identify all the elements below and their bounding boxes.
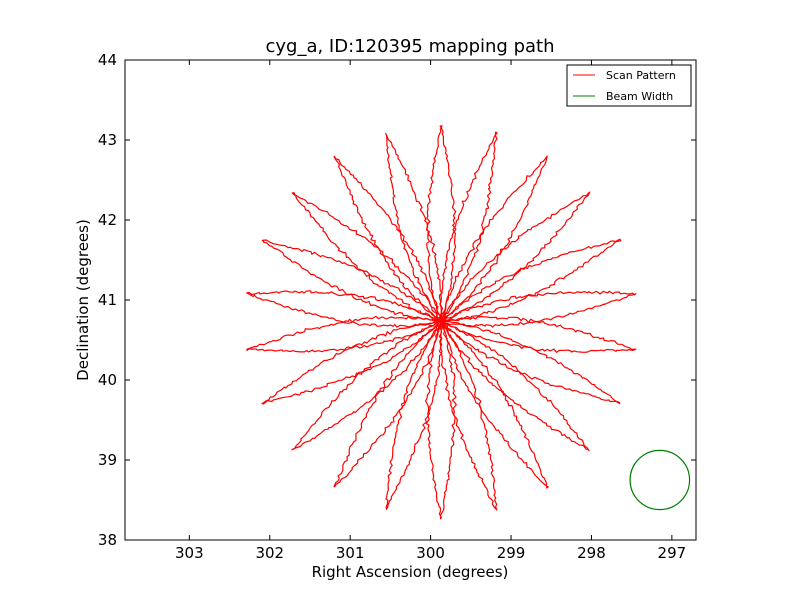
y-tick-label: 39 xyxy=(98,451,117,469)
y-tick-label: 41 xyxy=(98,291,117,309)
y-axis: 38 39 40 41 42 43 44 xyxy=(98,51,696,549)
y-axis-label: Declination (degrees) xyxy=(74,219,92,381)
scan-petal xyxy=(261,239,442,324)
plot-area xyxy=(246,125,691,520)
x-tick-label: 298 xyxy=(577,544,606,562)
x-tick-label: 299 xyxy=(497,544,526,562)
scan-petal xyxy=(441,316,637,353)
scan-petal xyxy=(246,290,442,328)
scan-pattern-series xyxy=(246,125,637,520)
scan-petal xyxy=(439,191,591,323)
y-tick-label: 42 xyxy=(98,211,117,229)
scan-petal xyxy=(291,321,442,451)
scan-petal xyxy=(291,192,442,322)
x-tick-label: 302 xyxy=(255,544,284,562)
scan-petal xyxy=(440,290,637,328)
scan-petal xyxy=(425,320,457,520)
scan-petal xyxy=(440,320,621,405)
scan-petal xyxy=(441,155,548,322)
scan-petal xyxy=(333,320,443,488)
beam-width-circle xyxy=(629,449,691,511)
chart-title: cyg_a, ID:120395 mapping path xyxy=(265,36,554,57)
x-tick-label: 303 xyxy=(175,544,204,562)
y-tick-label: 43 xyxy=(98,131,117,149)
x-axis-label: Right Ascension (degrees) xyxy=(312,563,509,581)
scan-petal xyxy=(440,238,622,323)
legend-entry-scan-pattern: Scan Pattern xyxy=(606,69,676,82)
x-tick-label: 297 xyxy=(658,544,687,562)
scan-petal xyxy=(385,132,443,323)
y-tick-label: 40 xyxy=(98,371,117,389)
scan-petal xyxy=(438,320,498,511)
y-tick-label: 44 xyxy=(98,51,117,69)
scan-petal xyxy=(440,319,549,489)
beam-width-series xyxy=(629,449,691,511)
x-axis: 303 302 301 300 299 298 297 xyxy=(175,60,686,562)
legend-entry-beam-width: Beam Width xyxy=(606,90,673,103)
x-tick-label: 300 xyxy=(416,544,445,562)
x-tick-label: 301 xyxy=(336,544,365,562)
legend-box xyxy=(566,64,692,107)
scan-petal xyxy=(426,125,457,323)
scan-petal xyxy=(333,155,442,323)
y-tick-label: 38 xyxy=(98,531,117,549)
scan-petal xyxy=(261,320,442,405)
legend: Scan Pattern Beam Width xyxy=(566,64,692,107)
scan-petal xyxy=(440,321,590,452)
scan-petal xyxy=(246,315,442,353)
scan-petal xyxy=(439,131,498,322)
scan-petal xyxy=(385,320,443,510)
